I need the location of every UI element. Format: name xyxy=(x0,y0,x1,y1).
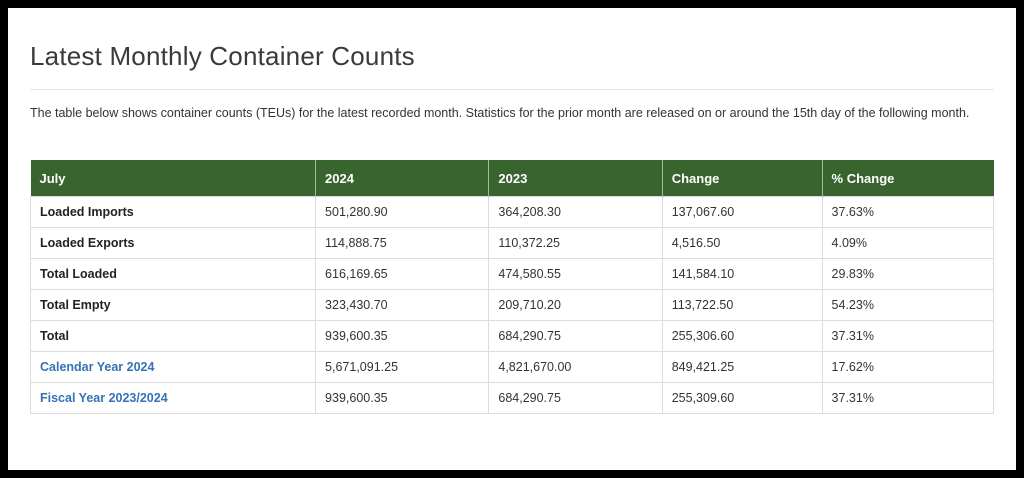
row-label: Total xyxy=(29,320,317,353)
cell-value: 37.31% xyxy=(821,320,995,353)
table-row: Loaded Imports 501,280.90 364,208.30 137,06… xyxy=(29,196,995,229)
table-row: Calendar Year 2024 5,671,091.25 4,821,670.… xyxy=(29,351,995,384)
column-header-change: % Change xyxy=(822,160,994,197)
table-row: Loaded Exports 114,888.75 110,372.25 4,516.… xyxy=(29,227,995,260)
cell-value: 37.31% xyxy=(821,382,995,415)
cell-value: 616,169.65 xyxy=(315,258,490,291)
column-header-july: July xyxy=(30,160,317,197)
cell-value: 29.83% xyxy=(821,258,995,291)
cell-value: 113,722.50 xyxy=(661,289,823,322)
cell-value: 137,067.60 xyxy=(661,196,823,229)
cell-value: 4,516.50 xyxy=(661,227,823,260)
cell-value: 5,671,091.25 xyxy=(315,351,490,384)
cell-value: 684,290.75 xyxy=(488,320,663,353)
cell-value: 114,888.75 xyxy=(315,227,490,260)
cell-value: 501,280.90 xyxy=(315,196,490,229)
table-body: Loaded Imports 501,280.90 364,208.30 137,06… xyxy=(29,196,995,415)
row-label: Loaded Exports xyxy=(29,227,317,260)
table-row: Fiscal Year 2023/2024 939,600.35 684,290.7… xyxy=(29,382,995,415)
row-label: Total Loaded xyxy=(29,258,317,291)
cell-value: 364,208.30 xyxy=(488,196,663,229)
cell-value: 849,421.25 xyxy=(661,351,823,384)
table-row: Total Loaded 616,169.65 474,580.55 141,584.… xyxy=(29,258,995,291)
cell-value: 939,600.35 xyxy=(315,320,490,353)
row-label: Total Empty xyxy=(29,289,317,322)
cell-value: 17.62% xyxy=(821,351,995,384)
cell-value: 939,600.35 xyxy=(315,382,490,415)
table-header-row: July 2024 2023 Change% Change xyxy=(30,160,994,197)
content-area: Latest Monthly Container Counts The tabl… xyxy=(8,8,1016,415)
cell-value: 684,290.75 xyxy=(488,382,663,415)
row-label-link[interactable]: Fiscal Year 2023/2024 xyxy=(29,382,317,415)
cell-value: 474,580.55 xyxy=(488,258,663,291)
column-header-change: Change xyxy=(662,160,823,197)
cell-value: 323,430.70 xyxy=(315,289,490,322)
title-divider xyxy=(30,88,994,90)
page-title: Latest Monthly Container Counts xyxy=(30,41,415,71)
cell-value: 110,372.25 xyxy=(488,227,663,260)
cell-value: 255,309.60 xyxy=(661,382,823,415)
cell-value: 4,821,670.00 xyxy=(488,351,663,384)
cell-value: 4.09% xyxy=(821,227,995,260)
column-header-2024: 2024 xyxy=(315,160,490,197)
page-description: The table below shows container counts (… xyxy=(30,105,970,120)
container-counts-table: July 2024 2023 Change% Change Loaded Import… xyxy=(29,160,995,415)
cell-value: 37.63% xyxy=(821,196,995,229)
cell-value: 54.23% xyxy=(821,289,995,322)
cell-value: 209,710.20 xyxy=(488,289,663,322)
cell-value: 255,306.60 xyxy=(661,320,823,353)
table-row: Total 939,600.35 684,290.75 255,306.60 37.31… xyxy=(29,320,995,353)
row-label: Loaded Imports xyxy=(29,196,317,229)
column-header-2023: 2023 xyxy=(488,160,663,197)
cell-value: 141,584.10 xyxy=(661,258,823,291)
row-label-link[interactable]: Calendar Year 2024 xyxy=(29,351,317,384)
table-row: Total Empty 323,430.70 209,710.20 113,722.5… xyxy=(29,289,995,322)
